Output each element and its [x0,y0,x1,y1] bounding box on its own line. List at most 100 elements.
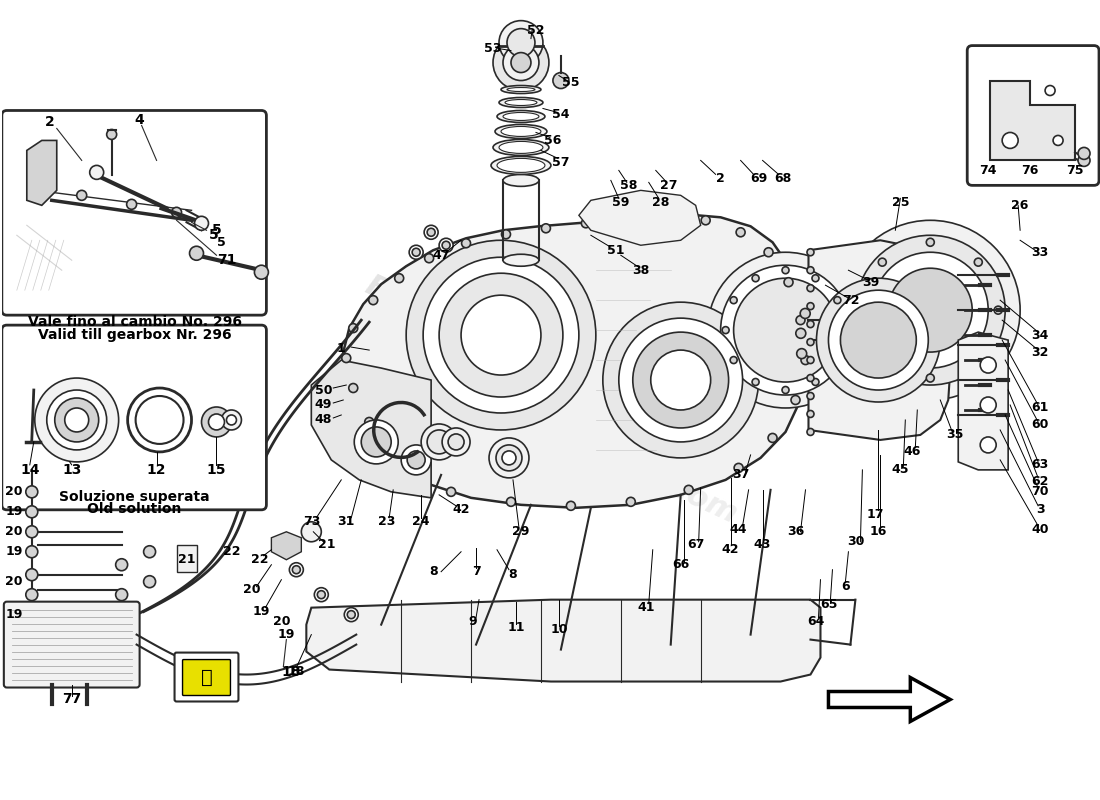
Text: 16: 16 [870,526,887,538]
Circle shape [25,526,37,538]
Text: 41: 41 [637,601,654,614]
Polygon shape [958,332,1009,470]
Circle shape [795,328,806,338]
Circle shape [1078,154,1090,166]
Circle shape [734,278,837,382]
Text: FerrariPartsEurope.com: FerrariPartsEurope.com [360,330,741,530]
Circle shape [502,230,510,238]
Circle shape [406,240,596,430]
Circle shape [764,248,773,257]
Text: 38: 38 [632,264,649,277]
Ellipse shape [503,174,539,186]
Circle shape [541,224,550,233]
Text: 20: 20 [6,575,23,588]
Circle shape [427,228,436,236]
Text: 1: 1 [337,342,345,354]
Circle shape [796,349,806,358]
Circle shape [502,451,516,465]
Text: 35: 35 [947,429,964,442]
Circle shape [496,445,522,471]
Text: 26: 26 [1011,199,1028,212]
Text: 71: 71 [217,254,236,267]
Circle shape [994,306,1002,314]
Text: 20: 20 [6,526,23,538]
Circle shape [684,486,693,494]
Text: 51: 51 [607,244,625,257]
Text: 52: 52 [527,24,544,37]
Circle shape [816,278,940,402]
Circle shape [980,397,997,413]
Text: 29: 29 [513,526,530,538]
Circle shape [1045,86,1055,95]
Circle shape [878,258,887,266]
FancyBboxPatch shape [183,659,231,695]
Text: Valid till gearbox Nr. 296: Valid till gearbox Nr. 296 [37,328,231,342]
Circle shape [840,302,916,378]
Circle shape [807,249,814,256]
Circle shape [421,424,458,460]
Circle shape [293,566,300,574]
Circle shape [807,393,814,399]
Text: 67: 67 [688,538,704,551]
Circle shape [707,252,864,408]
Circle shape [807,429,814,435]
Circle shape [427,430,451,454]
Circle shape [1002,133,1019,149]
Text: 20: 20 [6,486,23,498]
Circle shape [807,357,814,363]
Circle shape [701,216,711,225]
Circle shape [349,324,358,333]
Circle shape [796,316,805,325]
Circle shape [407,451,425,469]
Circle shape [807,374,814,382]
Circle shape [25,589,37,601]
Circle shape [661,213,670,222]
Circle shape [1053,135,1063,146]
Circle shape [227,415,236,425]
Circle shape [315,588,328,602]
Ellipse shape [493,139,549,155]
Text: 13: 13 [62,463,81,477]
Circle shape [254,266,268,279]
Text: 12: 12 [146,463,166,477]
Text: 58: 58 [620,179,638,192]
Circle shape [365,418,374,426]
Circle shape [840,220,1020,400]
Circle shape [354,420,398,464]
Circle shape [730,297,737,304]
Circle shape [317,590,326,598]
Text: 50: 50 [315,383,332,397]
FancyBboxPatch shape [2,325,266,510]
Text: 69: 69 [750,172,767,185]
Text: Vale fino al cambio No. 296: Vale fino al cambio No. 296 [28,315,242,329]
Polygon shape [808,240,950,440]
Circle shape [512,53,531,73]
Circle shape [448,434,464,450]
Circle shape [507,29,535,57]
Text: 8: 8 [429,566,438,578]
Circle shape [807,302,814,310]
Circle shape [301,522,321,542]
Text: 28: 28 [652,196,670,209]
Circle shape [25,486,37,498]
Text: FerrariPartsEurope.com: FerrariPartsEurope.com [360,270,741,470]
Polygon shape [311,360,431,498]
FancyBboxPatch shape [175,653,239,702]
Text: 19: 19 [277,628,295,641]
Text: 21: 21 [318,538,336,551]
Ellipse shape [507,87,535,91]
Circle shape [626,498,636,506]
Circle shape [1078,147,1090,159]
Circle shape [926,374,934,382]
Circle shape [195,216,209,230]
Text: 19: 19 [6,546,22,558]
Circle shape [782,266,789,274]
Circle shape [77,190,87,200]
Text: 20: 20 [273,615,290,628]
Ellipse shape [497,110,544,122]
Circle shape [144,576,155,588]
Text: 73: 73 [302,515,320,528]
Text: 57: 57 [552,156,570,169]
Circle shape [782,386,789,394]
Text: 14: 14 [20,463,40,477]
